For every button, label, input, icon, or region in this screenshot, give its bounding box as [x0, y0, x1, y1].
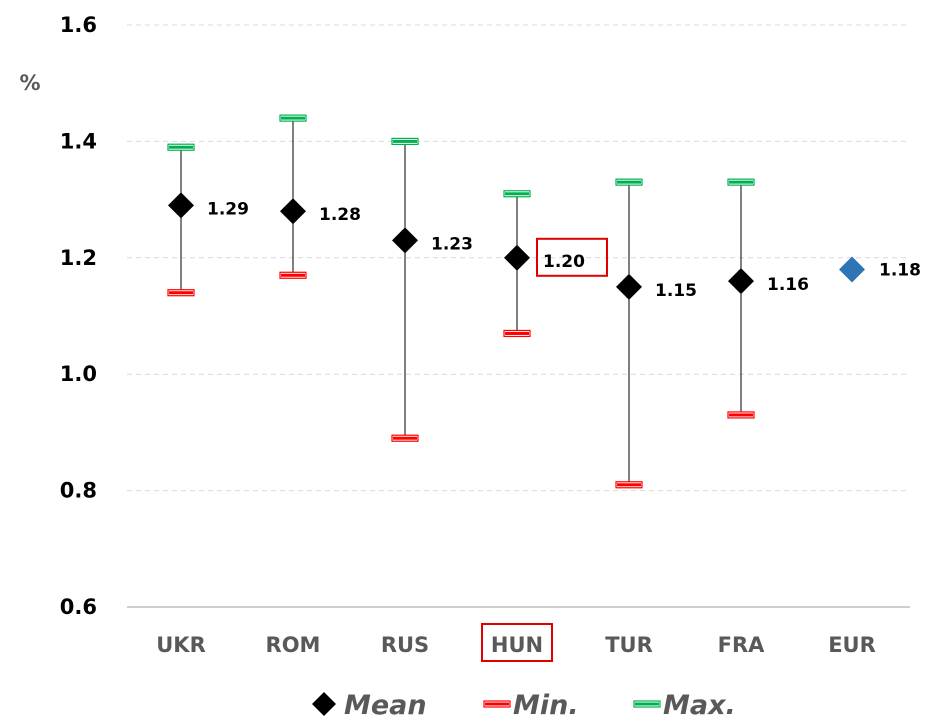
- highlight-box: [481, 623, 553, 662]
- cap-fill: [281, 116, 305, 120]
- cap-fill: [729, 180, 753, 184]
- min-cap: [167, 289, 195, 297]
- min-cap: [279, 271, 307, 279]
- mean-markers: [168, 192, 865, 300]
- data-labels: 1.29 1.28 1.23 1.20 1.15 1.16 1.18: [207, 199, 921, 300]
- legend-min-label: Min.: [513, 690, 579, 721]
- x-tick-label: ROM: [266, 633, 321, 657]
- legend-mean-label: Mean: [344, 690, 427, 721]
- data-label: 1.23: [431, 234, 473, 254]
- cap-fill: [505, 192, 529, 196]
- mean-marker: [616, 273, 642, 300]
- max-cap: [503, 190, 531, 198]
- min-cap: [391, 434, 419, 442]
- y-tick-label: 1.4: [60, 129, 97, 153]
- legend: Mean Min. Max.: [312, 690, 736, 721]
- data-label: 1.18: [879, 260, 921, 280]
- eur-mean-marker: [839, 256, 865, 283]
- x-tick-label: FRA: [718, 633, 766, 657]
- max-cap: [727, 178, 755, 186]
- legend-min-marker-fill: [485, 702, 509, 706]
- cap-fill: [393, 139, 417, 143]
- mean-marker: [504, 244, 530, 271]
- min-cap: [615, 481, 643, 489]
- y-tick-label: 1.2: [60, 246, 97, 270]
- y-tick-label: 0.6: [60, 595, 97, 619]
- max-cap: [391, 137, 419, 145]
- cap-fill: [729, 413, 753, 417]
- data-label: 1.15: [655, 281, 697, 301]
- mean-marker: [280, 198, 306, 225]
- min-cap: [503, 329, 531, 338]
- min-max-caps: [167, 114, 755, 489]
- x-tick-label: EUR: [828, 633, 876, 657]
- x-tick-label: TUR: [605, 633, 653, 657]
- legend-mean-marker: [312, 692, 336, 716]
- mean-marker: [392, 227, 418, 254]
- cap-fill: [617, 180, 641, 184]
- data-label: 1.20: [543, 252, 585, 272]
- max-cap: [167, 143, 195, 151]
- cap-fill: [505, 331, 529, 335]
- x-tick-label: UKR: [156, 633, 206, 657]
- cap-fill: [617, 483, 641, 487]
- mean-marker: [728, 268, 754, 295]
- max-cap: [279, 114, 307, 122]
- cap-fill: [169, 145, 193, 149]
- x-tick-label: RUS: [381, 633, 429, 657]
- mean-marker: [168, 192, 194, 219]
- legend-max-label: Max.: [663, 690, 736, 721]
- legend-max-marker-fill: [635, 702, 659, 706]
- data-label: 1.28: [319, 205, 361, 225]
- y-tick-label: 1.6: [60, 13, 97, 37]
- y-tick-label: 0.8: [60, 479, 97, 503]
- y-axis-unit-label: %: [19, 71, 40, 95]
- min-cap: [727, 411, 755, 419]
- cap-fill: [393, 436, 417, 440]
- cap-fill: [169, 291, 193, 295]
- y-axis-ticks: 0.6 0.8 1.0 1.2 1.4 1.6: [60, 13, 97, 619]
- data-label: 1.29: [207, 199, 249, 219]
- x-tick-label: HUN: [491, 633, 543, 657]
- cap-fill: [281, 273, 305, 277]
- max-cap: [615, 178, 643, 186]
- highlight-box: [536, 237, 608, 277]
- x-axis-categories: UKR ROM RUS HUN TUR FRA EUR: [156, 623, 876, 662]
- y-tick-label: 1.0: [60, 362, 97, 386]
- range-whiskers: [180, 118, 742, 485]
- data-label: 1.16: [767, 275, 809, 295]
